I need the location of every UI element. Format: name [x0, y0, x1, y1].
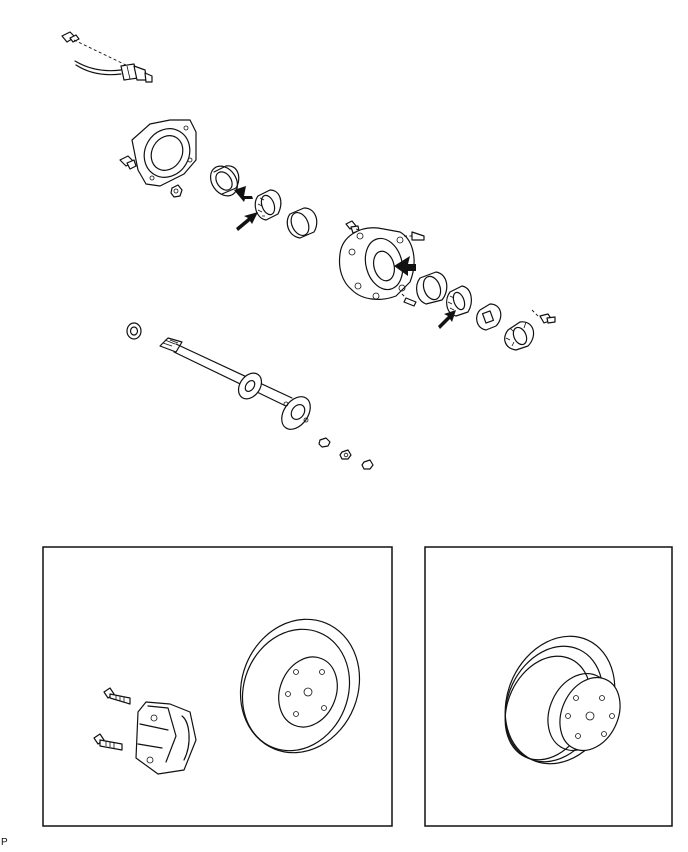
axle-shaft — [159, 337, 311, 430]
apply-grease-arrow — [438, 310, 456, 329]
caliper-bolt — [93, 733, 123, 751]
backing-plate — [131, 119, 197, 187]
hub-outer-race — [416, 271, 448, 305]
apply-grease-arrow — [234, 186, 253, 202]
outer-bearing — [446, 285, 472, 317]
hub-nut — [318, 437, 331, 448]
disc-rotor — [239, 618, 361, 754]
axle-spacer — [126, 322, 142, 340]
speed-sensor — [74, 60, 153, 83]
brake-caliper — [135, 701, 197, 775]
lock-nut — [504, 321, 535, 351]
hub-nut — [361, 459, 374, 470]
disc-brake-inset — [42, 546, 393, 827]
backing-plate-nut — [170, 184, 183, 198]
bearing-outer-race — [286, 207, 318, 239]
brake-drum — [504, 635, 621, 765]
hub-stud — [404, 231, 425, 241]
oil-seal — [209, 165, 240, 197]
inner-bearing — [254, 189, 282, 221]
hub-nut — [339, 449, 352, 460]
hub-stud — [401, 293, 417, 307]
backing-plate-bolt — [119, 155, 137, 170]
lock-washer — [476, 303, 502, 331]
caliper-bolt — [103, 687, 131, 705]
apply-grease-arrow — [394, 256, 416, 276]
speed-sensor-assembly — [61, 31, 153, 83]
apply-grease-arrow — [236, 212, 258, 231]
corner-label: P — [1, 837, 8, 848]
axle-hub — [338, 227, 415, 300]
sensor-bolt — [61, 31, 80, 43]
lock-nut-screw — [539, 313, 556, 324]
brake-drum-inset — [424, 546, 673, 827]
